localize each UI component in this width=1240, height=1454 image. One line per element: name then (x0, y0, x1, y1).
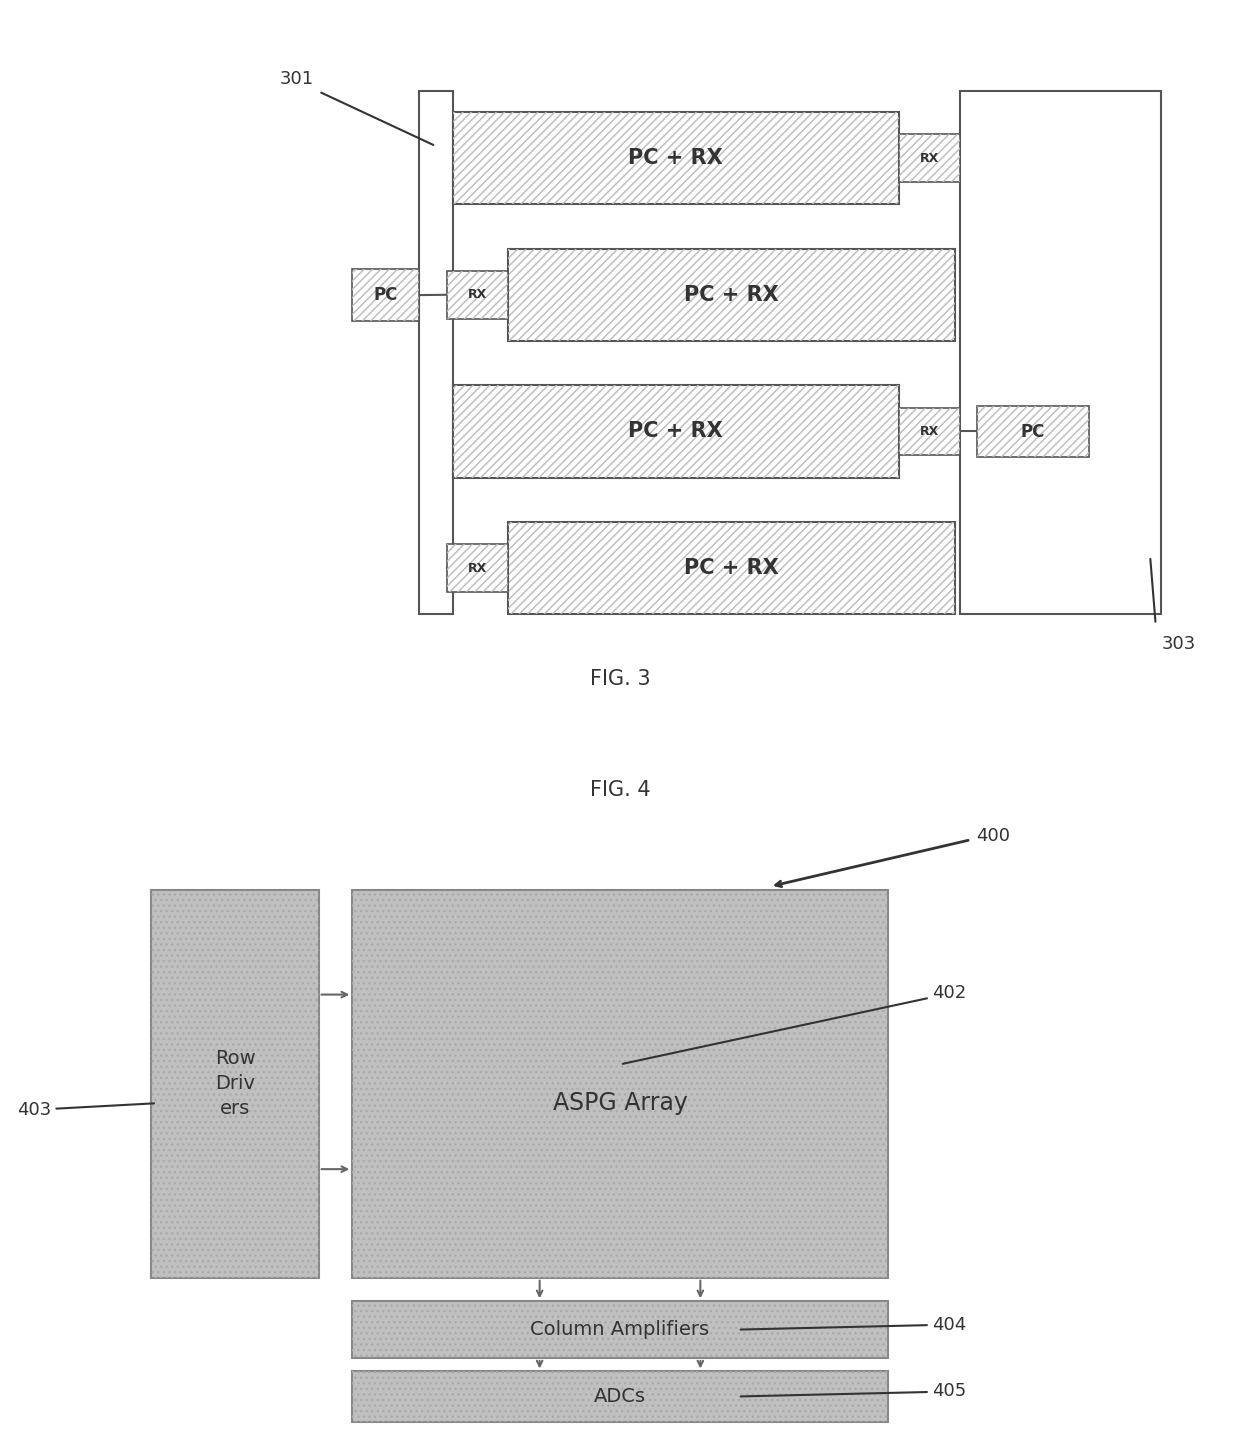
Text: Row
Driv
ers: Row Driv ers (215, 1050, 255, 1118)
Text: 402: 402 (622, 984, 967, 1064)
Text: 400: 400 (976, 827, 1011, 845)
Text: 404: 404 (740, 1316, 967, 1333)
Text: ADCs: ADCs (594, 1387, 646, 1406)
Bar (448, 270, 508, 318)
Text: PC: PC (1021, 423, 1045, 441)
Text: 303: 303 (1161, 635, 1195, 653)
Text: PC + RX: PC + RX (629, 422, 723, 442)
Bar (453, 112, 899, 204)
Bar (508, 522, 955, 614)
Bar (352, 269, 419, 321)
Text: 405: 405 (740, 1383, 967, 1400)
Bar (508, 249, 955, 340)
Text: FIG. 4: FIG. 4 (590, 779, 650, 800)
Bar (151, 890, 319, 1278)
Text: ASPG Array: ASPG Array (553, 1090, 687, 1115)
Text: Column Amplifiers: Column Amplifiers (531, 1320, 709, 1339)
Text: FIG. 3: FIG. 3 (590, 669, 650, 689)
Bar (448, 544, 508, 592)
Bar (977, 406, 1089, 458)
Bar (352, 890, 888, 1278)
Bar (977, 406, 1089, 458)
Bar (961, 92, 1162, 614)
Bar (352, 269, 419, 321)
Bar (448, 270, 508, 318)
Bar (899, 134, 961, 182)
Bar (352, 890, 888, 1278)
Bar (508, 249, 955, 340)
Bar (899, 407, 961, 455)
Bar (448, 544, 508, 592)
Bar (352, 1301, 888, 1358)
Text: 301: 301 (279, 70, 314, 89)
Bar (453, 385, 899, 477)
Bar (899, 134, 961, 182)
Bar (151, 890, 319, 1278)
Bar (352, 1371, 888, 1422)
Bar (899, 407, 961, 455)
Text: 403: 403 (16, 1101, 154, 1118)
Text: PC + RX: PC + RX (684, 558, 779, 579)
Text: RX: RX (467, 561, 487, 574)
Text: PC: PC (373, 286, 398, 304)
Bar (453, 385, 899, 477)
Text: RX: RX (920, 151, 940, 164)
Bar (453, 112, 899, 204)
Bar (352, 1301, 888, 1358)
Text: RX: RX (467, 288, 487, 301)
Text: PC + RX: PC + RX (629, 148, 723, 169)
Text: PC + RX: PC + RX (684, 285, 779, 305)
Text: RX: RX (920, 425, 940, 438)
Bar (508, 522, 955, 614)
Bar (419, 92, 453, 614)
Bar (352, 1371, 888, 1422)
